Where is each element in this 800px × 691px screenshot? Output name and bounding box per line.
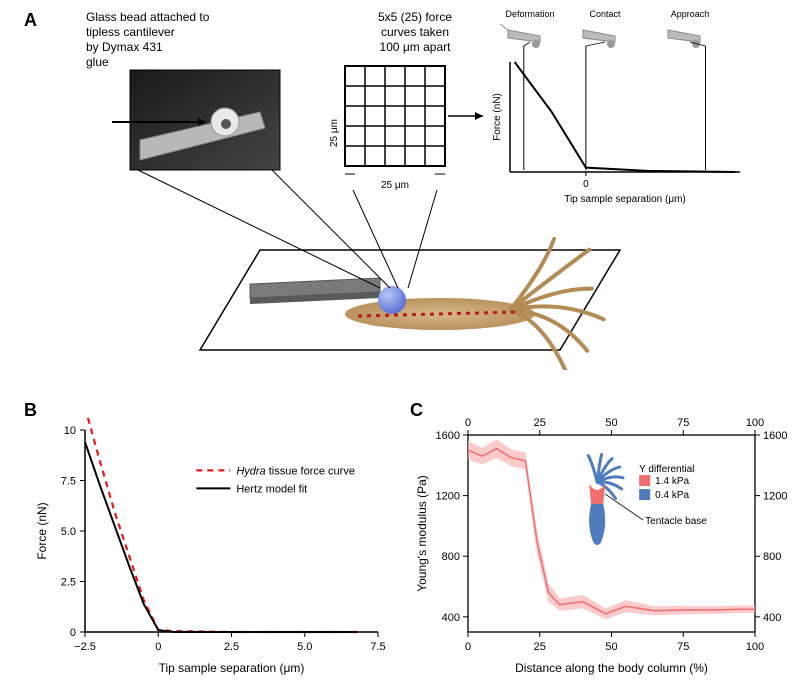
c-xtick: 100	[746, 641, 764, 653]
inset-annotation-line	[605, 494, 643, 520]
b-xtick: 7.5	[370, 641, 385, 653]
c-toptick: 100	[746, 417, 764, 429]
c-toptick: 0	[465, 417, 471, 429]
sem-bead-core	[221, 119, 231, 129]
b-xtick: 5.0	[297, 641, 312, 653]
c-ytick: 400	[442, 612, 460, 624]
c-toptick: 75	[677, 417, 689, 429]
c-xtick: 50	[605, 641, 617, 653]
miniplot-ylabel: Force (nN)	[492, 93, 503, 141]
grid-left-label: 25 μm	[329, 119, 340, 147]
c-band	[468, 440, 755, 620]
grid-box	[345, 66, 445, 166]
b-series-Hydra tissue force curve	[88, 418, 363, 632]
miniplot-curve	[515, 62, 736, 172]
b-ylabel: Force (nN)	[35, 502, 49, 559]
c-ytick: 1600	[436, 430, 460, 442]
c-righttick: 1600	[763, 430, 787, 442]
approach-label: Contact	[589, 9, 621, 19]
b-legend-label: Hertz model fit	[236, 483, 307, 495]
panel-a-diagram: 25 μm 25 μm Deformation Contact Approach 0 Tip…	[0, 0, 800, 370]
b-ytick: 5.0	[61, 526, 76, 538]
panel-b-chart: −2.5 0 2.5 5.0 7.5 0 2.5 5.0 7.5 10 Tip sample sep…	[30, 405, 390, 680]
approach-label: Approach	[671, 9, 710, 19]
b-legend-label: Hydra tissue force curve	[236, 465, 355, 477]
b-xtick: 2.5	[224, 641, 239, 653]
inset-annotation: Tentacle base	[645, 516, 707, 527]
b-xlabel: Tip sample separation (μm)	[159, 661, 305, 675]
b-ytick: 0	[70, 627, 76, 639]
c-righttick: 1200	[763, 491, 787, 503]
c-xtick: 0	[465, 641, 471, 653]
c-righttick: 400	[763, 612, 781, 624]
c-toptick: 25	[534, 417, 546, 429]
c-toptick: 50	[605, 417, 617, 429]
c-xlabel: Distance along the body column (%)	[515, 661, 708, 675]
inset-legend-swatch	[639, 475, 650, 486]
inset-legend-title: Y differential	[639, 464, 694, 475]
figure-page: A Glass bead attached totipless cantilev…	[0, 0, 800, 691]
miniplot-xtick: 0	[583, 179, 589, 190]
inset-legend-swatch	[639, 489, 650, 500]
inset-tentacle	[588, 456, 597, 482]
c-ylabel: Young's modulus (Pa)	[415, 475, 429, 592]
c-ytick: 1200	[436, 491, 460, 503]
c-line	[468, 449, 755, 614]
b-ytick: 7.5	[61, 476, 76, 488]
inset-body	[589, 504, 605, 545]
b-ytick: 2.5	[61, 577, 76, 589]
panel-c-chart: 0 25 50 75 100 0 25 50 75 100 400 800 1200 1600 400 800…	[410, 405, 800, 680]
c-xtick: 75	[677, 641, 689, 653]
miniplot-xlabel: Tip sample separation (μm)	[564, 194, 686, 205]
inset-legend-label: 0.4 kPa	[655, 490, 689, 501]
grid-bottom-label: 25 μm	[381, 180, 409, 191]
approach-label: Deformation	[505, 9, 554, 19]
c-righttick: 800	[763, 551, 781, 563]
c-ytick: 800	[442, 551, 460, 563]
b-ytick: 10	[64, 425, 76, 437]
stage-bead	[378, 286, 406, 314]
b-xtick: 0	[155, 641, 161, 653]
c-xtick: 25	[534, 641, 546, 653]
inset-legend-label: 1.4 kPa	[655, 476, 689, 487]
inset-tentacle-base	[589, 484, 605, 507]
b-xtick: −2.5	[74, 641, 96, 653]
